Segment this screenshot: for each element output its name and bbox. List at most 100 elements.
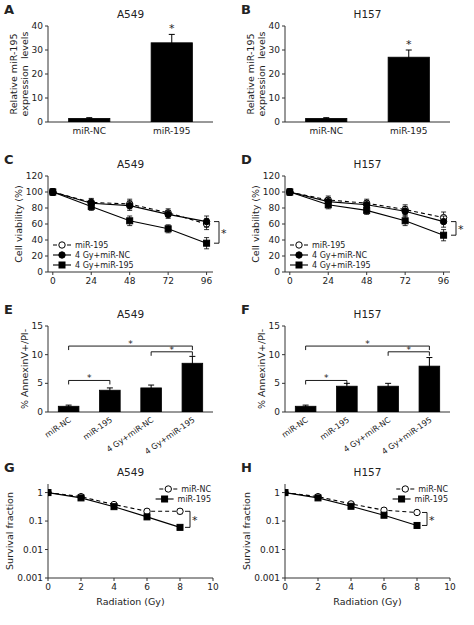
y-tick-label: 15 [269,321,280,331]
bar [306,118,347,122]
panel-label: B [241,2,251,17]
y-axis-label-line: Survival fraction [4,492,15,570]
x-tick [443,272,444,275]
series-line [53,192,207,243]
marker [50,189,56,195]
panel-label: D [241,152,252,167]
y-tick-label: 0 [274,267,280,277]
y-axis-line [285,484,286,578]
y-tick [45,50,48,51]
y-tick [45,122,48,123]
marker [127,218,133,224]
marker [203,218,209,224]
y-tick-label: 80 [269,203,281,213]
y-tick-label: 100 [263,187,280,197]
x-tick-label: 48 [361,276,373,286]
significance: * [87,373,92,383]
error-bar [441,216,446,227]
significance: * [192,514,198,527]
y-tick-label: 5 [37,378,43,388]
y-tick-label: 60 [32,219,44,229]
y-tick [45,74,48,75]
x-tick-label: 4 Gy+miR-195 [143,415,196,456]
significance-bracket [214,222,219,244]
y-axis-label: Cell viability (%) [250,185,261,263]
significance: * [406,38,412,51]
y-tick-label: 0 [274,117,280,127]
x-tick-label: miR-NC [43,415,73,440]
x-tick-label: 24 [323,276,335,286]
error-bar [148,385,154,391]
y-axis-label-line: % AnnexinV+/PI- [19,329,30,409]
legend: miR-NCmiR-195 [156,485,212,504]
bar [378,386,399,412]
x-tick [81,578,82,581]
y-tick [282,326,285,327]
marker [381,512,387,518]
legend-label: 4 Gy+miR-195 [75,261,134,270]
y-tick [45,176,48,177]
y-axis-label-line: Cell viability (%) [250,185,261,263]
y-tick-label: 80 [32,203,44,213]
title: H157 [354,308,382,320]
x-tick [351,578,352,581]
y-axis-label-line: expression levels [19,32,30,117]
y-tick-label: 0.01 [260,545,280,555]
x-tick [48,578,49,581]
marker [325,202,331,208]
y-axis-label: % AnnexinV+/PI- [256,329,267,409]
significance-bracket [422,512,427,525]
bar [388,57,429,122]
marker [285,490,288,496]
error-bar [385,383,391,389]
y-tick-label: 0 [37,117,43,127]
marker [88,203,94,209]
error-bar [166,225,171,233]
y-tick [45,98,48,99]
y-axis-line [48,326,49,412]
y-tick [282,74,285,75]
legend-marker [59,262,65,268]
x-tick-label: 0 [282,582,288,592]
series-line [48,493,180,528]
x-axis-line [285,272,450,273]
y-axis-label: Relative miR-195expression levels [245,32,267,117]
title: A549 [117,158,144,170]
legend-label: miR-195 [75,241,108,250]
error-bar [50,189,55,195]
x-tick-label: 6 [144,582,150,592]
panel-label: G [4,460,15,475]
error-bar [127,216,132,226]
y-axis-label: % AnnexinV+/PI- [19,329,30,409]
significance: * [170,345,175,355]
legend-label: 4 Gy+miR-195 [312,261,371,270]
significance: * [458,223,464,236]
y-tick [282,176,285,177]
plot-area [69,34,193,122]
panel: 0.0010.010.110246810Survival fractionRad… [241,460,456,607]
y-tick [45,240,48,241]
y-tick [45,192,48,193]
x-tick [206,272,207,275]
x-tick-label: 0 [287,276,293,286]
marker [126,202,132,208]
error-bar [326,201,331,209]
x-tick [366,272,367,275]
x-axis-label: Radiation (Gy) [96,596,164,607]
y-tick [282,98,285,99]
y-tick [282,208,285,209]
x-tick-label: 4 [348,582,354,592]
x-tick-label: 4 Gy+miR-195 [380,415,433,456]
x-tick-label: 96 [201,276,213,286]
y-tick [282,383,285,384]
y-tick-label: 20 [32,69,44,79]
marker [441,232,447,238]
error-bar [189,356,195,370]
error-bar [287,189,292,195]
error-bar [107,388,113,393]
plot-area [58,356,202,412]
y-tick [282,549,285,550]
plot-area [306,50,430,122]
x-tick-label: 10 [444,582,456,592]
y-tick-label: 0 [274,407,280,417]
